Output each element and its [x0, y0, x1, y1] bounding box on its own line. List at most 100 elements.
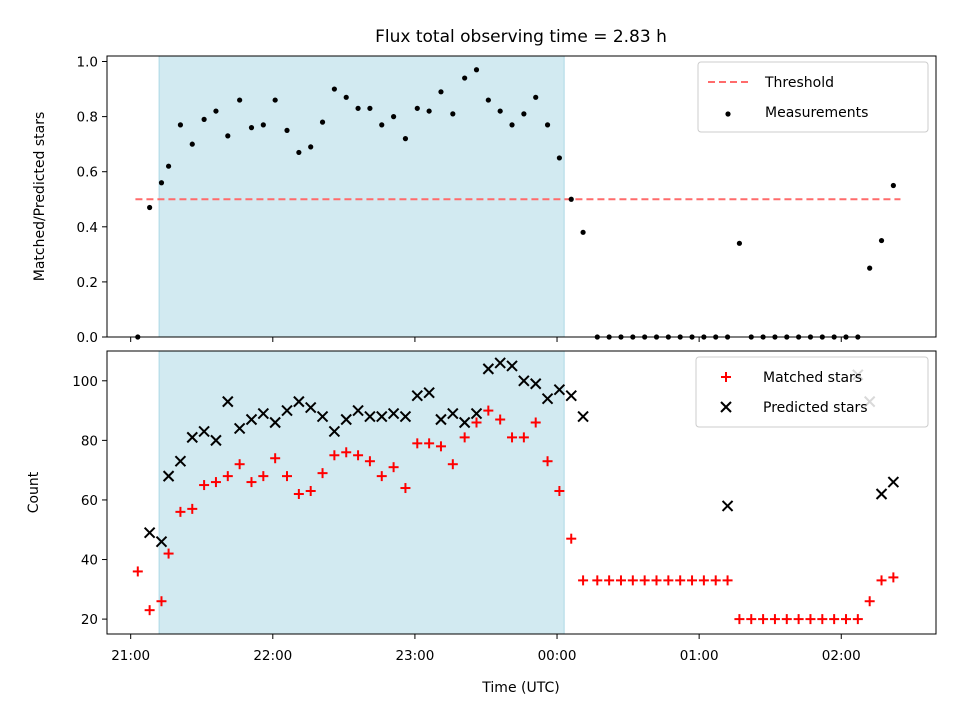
data-point: [447, 407, 459, 420]
data-point: [162, 470, 175, 482]
data-point: [296, 149, 302, 156]
data-point: [494, 357, 506, 369]
data-point: [639, 575, 650, 586]
data-point: [269, 416, 281, 429]
data-point: [426, 108, 432, 114]
data-point: [163, 548, 174, 559]
marker-stroke: [316, 410, 329, 423]
data-point: [165, 163, 172, 169]
data-point: [210, 434, 222, 447]
data-point: [721, 500, 734, 512]
data-point: [485, 97, 491, 103]
marker-stroke: [458, 416, 471, 429]
data-point: [829, 614, 840, 625]
data-point: [248, 125, 255, 131]
data-point: [225, 133, 231, 139]
data-point: [340, 413, 352, 426]
data-point: [158, 180, 165, 186]
data-point: [438, 89, 444, 95]
data-point: [189, 141, 195, 147]
data-point: [553, 384, 566, 396]
data-point: [817, 614, 828, 625]
data-point: [270, 453, 281, 464]
data-point: [518, 375, 530, 387]
legend: Threshold Measurements: [697, 61, 929, 133]
data-point: [260, 122, 266, 128]
marker-stroke: [553, 384, 566, 396]
y-tick-label: 0.8: [77, 110, 98, 126]
marker-stroke: [577, 410, 589, 423]
data-point: [258, 471, 269, 482]
data-point: [734, 614, 745, 625]
y-tick-label: 0.2: [77, 275, 98, 291]
data-point: [400, 483, 411, 494]
marker-stroke: [281, 404, 293, 417]
data-point: [423, 386, 435, 399]
data-point: [497, 108, 503, 114]
chart-title: Flux total observing time = 2.83 h: [375, 27, 667, 47]
data-point: [246, 477, 257, 488]
legend: Matched stars Predicted stars: [695, 356, 929, 428]
data-point: [379, 122, 385, 128]
data-point: [143, 527, 156, 539]
data-point: [890, 182, 896, 189]
data-point: [698, 575, 709, 586]
data-point: [450, 111, 456, 117]
data-point: [198, 425, 210, 438]
data-point: [781, 614, 792, 625]
data-point: [687, 575, 698, 586]
data-point: [328, 425, 341, 438]
y-tick-label: 0.0: [77, 330, 98, 346]
marker-stroke: [494, 357, 506, 369]
data-point: [237, 97, 243, 103]
data-point: [174, 455, 187, 467]
marker-stroke: [269, 416, 281, 429]
data-point: [293, 488, 304, 499]
data-point: [186, 431, 198, 444]
legend-label: Matched stars: [763, 370, 862, 386]
data-point: [710, 575, 721, 586]
data-point: [364, 456, 375, 467]
data-point: [222, 395, 234, 408]
marker-stroke: [198, 425, 210, 438]
data-point: [769, 614, 780, 625]
data-point: [509, 122, 515, 128]
marker-stroke: [435, 413, 447, 426]
data-point: [387, 407, 400, 420]
x-tick-label: 01:00: [680, 648, 719, 664]
marker-stroke: [721, 500, 734, 512]
data-point: [411, 389, 423, 402]
data-point: [878, 237, 885, 244]
data-point: [604, 575, 615, 586]
data-point: [435, 413, 447, 426]
data-point: [319, 119, 326, 125]
data-point: [887, 476, 900, 488]
marker-stroke: [174, 455, 187, 467]
x-tick-label: 22:00: [253, 648, 292, 664]
data-point: [533, 94, 539, 100]
marker-stroke: [506, 360, 518, 372]
data-point: [578, 575, 589, 586]
data-point: [867, 265, 873, 271]
marker-stroke: [257, 407, 270, 420]
data-point: [175, 506, 186, 517]
data-point: [888, 572, 899, 583]
marker-stroke: [482, 363, 495, 375]
data-point: [317, 468, 328, 479]
data-point: [399, 410, 412, 423]
marker-stroke: [143, 527, 156, 539]
data-point: [518, 432, 529, 443]
data-point: [462, 75, 468, 81]
legend-predicted-swatch: [720, 401, 732, 413]
data-point: [281, 404, 293, 417]
data-point: [352, 404, 364, 417]
data-point: [272, 97, 278, 103]
data-point: [876, 575, 887, 586]
data-point: [435, 441, 446, 452]
data-point: [615, 575, 626, 586]
data-point: [556, 155, 562, 161]
marker-stroke: [411, 389, 423, 402]
marker-stroke: [162, 470, 175, 482]
shaded-observing-interval: [159, 56, 565, 337]
data-point: [424, 438, 435, 449]
